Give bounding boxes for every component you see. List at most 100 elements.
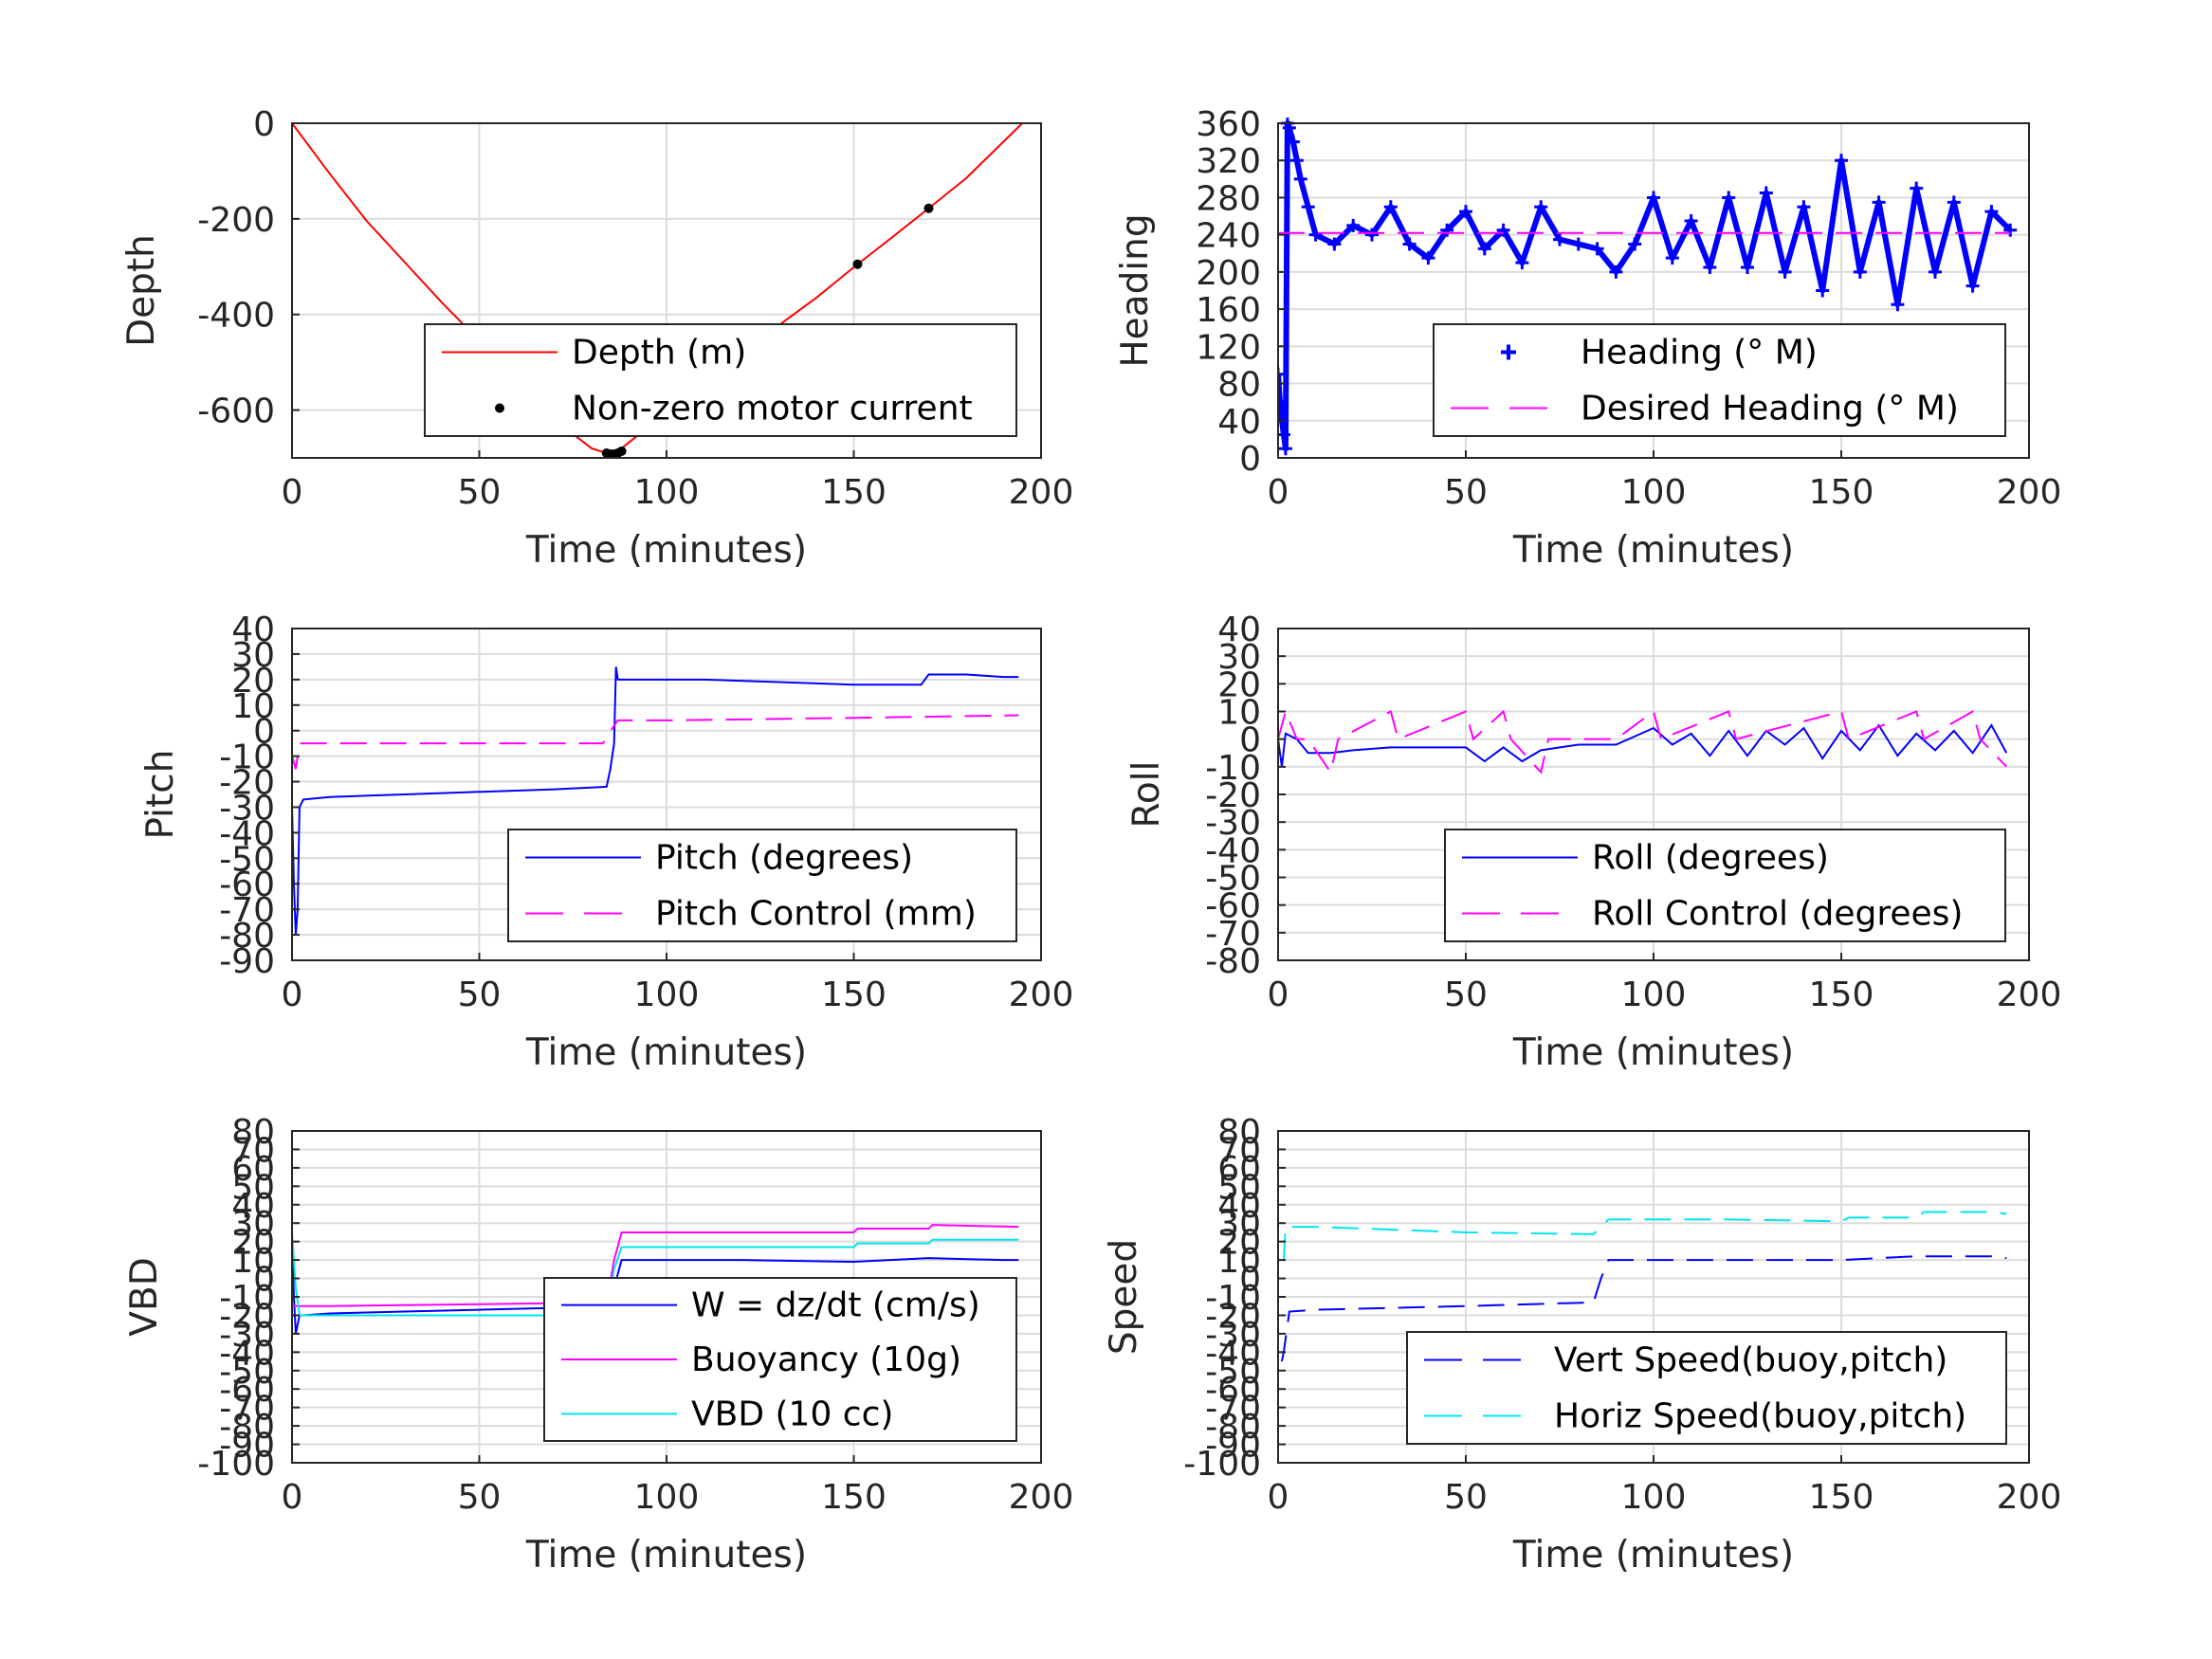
x-tick-label: 150 [1809,473,1874,512]
x-tick-label: 150 [821,473,887,512]
y-tick-label: 30 [1217,1205,1261,1244]
x-axis-label: Time (minutes) [1512,529,1794,572]
plus-marker [1278,442,1292,456]
legend-box [1406,1331,2007,1445]
y-tick-label: -70 [1205,915,1261,954]
y-tick-label: -50 [1205,1353,1261,1392]
y-tick-label: -30 [219,1316,275,1355]
series-line-1 [1282,1211,2007,1261]
legend-label: Pitch Control (mm) [655,895,977,934]
y-tick-label: 0 [1239,721,1261,760]
x-tick-label: 100 [1621,473,1687,512]
y-tick-label: -90 [1205,1427,1261,1466]
legend-label: Roll Control (degrees) [1592,895,1963,934]
x-tick-label: 50 [458,473,502,512]
y-tick-label: -100 [197,1445,275,1484]
y-tick-label: -10 [1205,1279,1261,1318]
y-tick-label: 40 [1217,403,1261,442]
x-tick-label: 0 [1268,473,1289,512]
x-tick-label: 0 [1268,975,1289,1014]
y-tick-label: -70 [219,891,275,930]
plus-marker [1534,200,1548,214]
x-tick-label: 200 [1997,975,2062,1014]
plus-marker [1421,251,1435,265]
chart-heading: 0 50 100 150 20004080120160200240280320360Ti… [1114,105,2061,572]
plot-area [1280,1211,2007,1362]
y-tick-label: -40 [219,814,275,853]
plus-marker [1609,264,1623,279]
x-axis-label: Time (minutes) [1512,1031,1794,1074]
y-tick-label: 40 [231,611,275,649]
y-tick-label: 80 [231,1113,275,1152]
y-tick-label: -60 [219,1371,275,1410]
y-tick-label: 0 [253,1261,275,1300]
legend-box [1444,829,2006,942]
series-line-0 [292,666,1019,936]
y-tick-label: -80 [1205,942,1261,981]
y-tick-label: 240 [1196,217,1261,256]
y-tick-label: 40 [231,1187,275,1226]
plus-marker [1327,237,1342,251]
y-tick-label: 80 [1217,366,1261,405]
plot-area [292,666,1019,936]
plus-marker [1293,172,1307,186]
x-tick-label: 100 [1621,975,1687,1014]
y-tick-label: 10 [231,687,275,726]
series-line-1 [292,714,1019,770]
x-tick-label: 50 [458,1478,502,1517]
chart-speed: 0 50 100 150 200-100-90-80-70-60-50-40-30-20… [1103,1113,2061,1577]
plus-marker [1778,264,1792,279]
y-tick-label: -30 [1205,1316,1261,1355]
plus-marker [1301,200,1315,214]
y-tick-label: 30 [1217,638,1261,677]
plus-marker [1853,264,1867,279]
plus-marker [1759,186,1773,200]
y-tick-label: -30 [219,789,275,828]
x-axis-label: Time (minutes) [525,1031,807,1074]
plus-marker [1308,228,1323,242]
x-tick-label: 100 [634,473,700,512]
plus-marker [1590,242,1604,256]
chart-pitch: 0 50 100 150 200-90-80-70-60-50-40-30-20-100… [139,611,1073,1074]
x-tick-label: 150 [1809,1478,1874,1517]
y-tick-label: -20 [1205,776,1261,815]
y-tick-label: 10 [1217,1242,1261,1281]
legend: Pitch (degrees) Pitch Control (mm) [507,829,1017,942]
y-tick-label: -80 [219,917,275,956]
plus-marker [1365,228,1379,242]
x-tick-label: 200 [1009,975,1074,1014]
y-tick-label: 10 [1217,694,1261,733]
legend-label: Horiz Speed(buoy,pitch) [1554,1397,1966,1436]
y-tick-label: 20 [231,1224,275,1263]
plus-marker [1459,205,1472,219]
y-tick-label: 20 [1217,665,1261,704]
y-tick-label: 0 [253,713,275,752]
plus-marker [1286,135,1300,149]
y-tick-label: -100 [1183,1445,1261,1484]
x-tick-label: 150 [821,1478,887,1517]
y-tick-label: -20 [219,764,275,803]
x-tick-label: 200 [1997,1478,2062,1517]
y-tick-label: 0 [1239,1261,1261,1300]
x-tick-label: 0 [282,1478,303,1517]
plus-marker [1835,154,1848,168]
y-tick-label: 360 [1196,105,1261,144]
y-tick-label: 60 [231,1150,275,1189]
plus-marker [1722,191,1736,205]
x-axis-label: Time (minutes) [525,529,807,572]
y-tick-label: 40 [1217,1187,1261,1226]
plus-marker [1984,205,1999,219]
x-tick-label: 100 [634,1478,700,1517]
y-tick-label: -10 [219,1279,275,1318]
y-tick-label: -60 [1205,887,1261,926]
legend-label: VBD (10 cc) [691,1395,893,1433]
x-tick-label: 50 [1444,1478,1488,1517]
y-tick-label: -10 [219,738,275,777]
plus-marker [1440,223,1454,237]
y-tick-label: -60 [219,866,275,904]
y-tick-label: 50 [231,1168,275,1207]
y-tick-label: -400 [197,297,275,336]
legend: Heading (° M) Desired Heading (° M) [1433,323,2006,437]
x-tick-label: 150 [1809,975,1874,1014]
